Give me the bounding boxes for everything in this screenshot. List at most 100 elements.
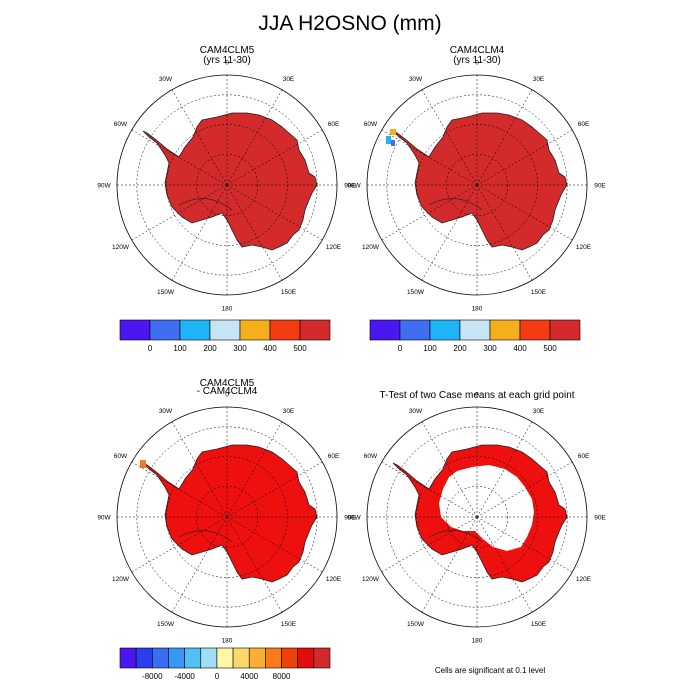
- longitude-label: 90W: [97, 515, 111, 522]
- longitude-label: 90W: [347, 515, 361, 522]
- longitude-label: 60E: [578, 453, 590, 460]
- longitude-label: 120E: [576, 244, 592, 251]
- anomaly-cell: [140, 460, 146, 468]
- colorbar-swatch: [184, 647, 202, 669]
- longitude-label: 120W: [362, 576, 380, 583]
- map-panel-4: T-Test of two Case means at each grid po…: [347, 390, 606, 645]
- colorbar-tick-label: 100: [423, 344, 437, 353]
- longitude-label: 90W: [97, 183, 111, 190]
- longitude-label: 90E: [594, 515, 606, 522]
- colorbar-swatch: [297, 647, 315, 669]
- colorbar-1: 0 100 200 300 400 500: [119, 319, 331, 353]
- anomaly-cell: [390, 129, 396, 135]
- colorbar-swatch: [299, 319, 331, 341]
- latitude-circle: [136, 426, 318, 608]
- colorbar-tick-label: 4000: [240, 672, 258, 681]
- longitude-label: 150W: [157, 621, 175, 628]
- longitude-label: 30W: [159, 76, 173, 83]
- longitude-label: 60E: [328, 121, 340, 128]
- colorbar-swatch: [119, 319, 151, 341]
- colorbar-tick-label: 400: [513, 344, 527, 353]
- longitude-label: 30E: [283, 408, 295, 415]
- colorbar-swatch: [152, 647, 169, 669]
- anomaly-cell: [386, 136, 391, 144]
- longitude-label: 60W: [364, 121, 378, 128]
- longitude-label: 150W: [157, 289, 175, 296]
- colorbar-tick-label: 100: [173, 344, 187, 353]
- colorbar-tick-label: 200: [453, 344, 467, 353]
- coastline: [142, 112, 318, 251]
- longitude-label: 180: [472, 306, 483, 313]
- colorbar-tick-label: 300: [483, 344, 497, 353]
- colorbar-swatch: [265, 647, 282, 669]
- longitude-label: 120E: [326, 576, 342, 583]
- colorbar-swatch: [239, 319, 271, 341]
- map-boundary: [116, 406, 338, 628]
- snow-field: [143, 113, 317, 250]
- snow-field: [143, 445, 317, 582]
- latitude-circle: [386, 426, 568, 608]
- colorbar-swatch: [135, 647, 153, 669]
- longitude-label: 30W: [409, 408, 423, 415]
- ice-shelf-line: [178, 198, 233, 211]
- colorbar-swatch: [168, 647, 185, 669]
- colorbar-swatch: [489, 319, 521, 341]
- longitude-label: 30W: [159, 408, 173, 415]
- colorbar-swatch: [248, 647, 266, 669]
- longitude-label: 30E: [533, 408, 545, 415]
- colorbar-tick-label: 500: [293, 344, 307, 353]
- colorbar-swatch: [179, 319, 211, 341]
- longitude-label: 30W: [409, 76, 423, 83]
- colorbar-2: 0 100 200 300 400 500: [369, 319, 581, 353]
- longitude-label: 180: [222, 306, 233, 313]
- longitude-label: 0: [475, 392, 479, 399]
- longitude-label: 60W: [114, 453, 128, 460]
- map-boundary: [366, 406, 588, 628]
- longitude-label: 150E: [281, 621, 297, 628]
- not-significant-region: [439, 465, 534, 551]
- map-boundary: [116, 74, 338, 296]
- colorbar-swatch: [369, 319, 401, 341]
- colorbar-swatch: [519, 319, 551, 341]
- figure-title: JJA H2OSNO (mm): [258, 12, 442, 35]
- longitude-label: 0: [225, 392, 229, 399]
- longitude-label: 30E: [533, 76, 545, 83]
- map-panel-2: CAM4CLM4(yrs 11-30)0 30E 60E 90E 120E 150E 180…: [347, 45, 606, 313]
- latitude-circle: [386, 94, 568, 276]
- panel-title: CAM4CLM5: [200, 378, 255, 389]
- longitude-label: 60E: [578, 121, 590, 128]
- longitude-label: 90W: [347, 183, 361, 190]
- colorbar-swatch: [149, 319, 181, 341]
- colorbar-swatch: [313, 647, 331, 669]
- colorbar-tick-label: 0: [398, 344, 403, 353]
- colorbar-tick-label: 8000: [273, 672, 291, 681]
- colorbar-tick-label: 500: [543, 344, 557, 353]
- colorbar-swatch: [399, 319, 431, 341]
- ice-shelf-line: [428, 198, 483, 211]
- longitude-label: 120E: [576, 576, 592, 583]
- colorbar-swatch: [119, 647, 137, 669]
- longitude-label: 120W: [112, 244, 130, 251]
- panel-title: CAM4CLM5: [200, 45, 255, 56]
- latitude-circle: [195, 485, 259, 549]
- latitude-circle: [195, 153, 259, 217]
- panel-title: CAM4CLM4: [450, 45, 505, 56]
- panel-title: T-Test of two Case means at each grid po…: [379, 390, 574, 401]
- colorbar-tick-label: -8000: [142, 672, 163, 681]
- longitude-label: 150E: [281, 289, 297, 296]
- panel-subtitle: - CAM4CLM4: [197, 386, 258, 397]
- longitude-label: 150W: [407, 621, 425, 628]
- significance-note: Cells are significant at 0.1 level: [434, 666, 546, 675]
- colorbar-swatch: [281, 647, 298, 669]
- colorbar-tick-label: 200: [203, 344, 217, 353]
- colorbar-swatch: [216, 647, 234, 669]
- colorbar-swatch: [549, 319, 581, 341]
- colorbar-swatch: [459, 319, 491, 341]
- panel-subtitle: (yrs 11-30): [453, 55, 501, 66]
- longitude-label: 150E: [531, 289, 547, 296]
- longitude-label: 60W: [114, 121, 128, 128]
- latitude-circle: [445, 153, 509, 217]
- longitude-label: 0: [475, 60, 479, 67]
